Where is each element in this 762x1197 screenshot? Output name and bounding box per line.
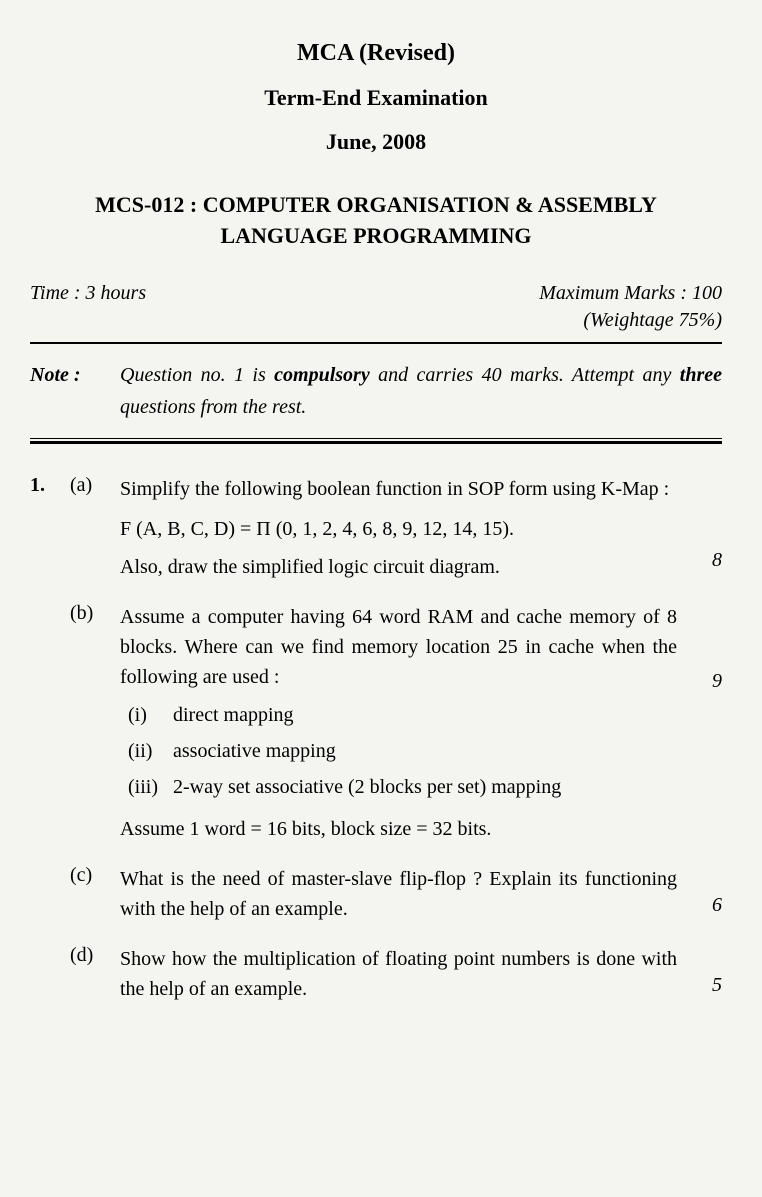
sub-text-d: Show how the multiplication of floating … <box>120 944 722 1004</box>
sub-text-b: Assume a computer having 64 word RAM and… <box>120 602 722 844</box>
sub-text-c: What is the need of master-slave flip-fl… <box>120 864 722 924</box>
sub-text-a: Simplify the following boolean function … <box>120 474 722 582</box>
sub-label-b: (b) <box>70 602 120 844</box>
marks-a: 8 <box>712 549 722 572</box>
mapping-list: (i) direct mapping (ii) associative mapp… <box>128 700 677 802</box>
note-section: Note : Question no. 1 is compulsory and … <box>30 359 722 423</box>
sub-label-a: (a) <box>70 474 120 582</box>
marks-c: 6 <box>712 894 722 917</box>
sub-question-d: (d) Show how the multiplication of float… <box>70 944 722 1004</box>
marks-label: Maximum Marks : 100 <box>539 282 722 305</box>
exam-type: Term-End Examination <box>30 85 722 111</box>
list-item: (iii) 2-way set associative (2 blocks pe… <box>128 772 677 802</box>
marks-d: 5 <box>712 974 722 997</box>
course-title: MCS-012 : COMPUTER ORGANISATION & ASSEMB… <box>30 190 722 252</box>
divider-top <box>30 342 722 344</box>
note-text: Question no. 1 is compulsory and carries… <box>120 359 722 423</box>
exam-header: MCA (Revised) Term-End Examination June,… <box>30 40 722 155</box>
program-name: MCA (Revised) <box>30 40 722 67</box>
divider-double <box>30 438 722 444</box>
question-1: 1. (a) Simplify the following boolean fu… <box>30 474 722 1024</box>
list-item: (i) direct mapping <box>128 700 677 730</box>
sub-question-b: (b) Assume a computer having 64 word RAM… <box>70 602 722 844</box>
course-code: MCS-012 <box>95 192 184 217</box>
course-name: COMPUTER ORGANISATION & ASSEMBLY LANGUAG… <box>203 192 657 248</box>
weightage-label: (Weightage 75%) <box>30 309 722 332</box>
meta-row: Time : 3 hours Maximum Marks : 100 <box>30 282 722 305</box>
sub-label-d: (d) <box>70 944 120 1004</box>
sub-label-c: (c) <box>70 864 120 924</box>
question-number: 1. <box>30 474 70 1024</box>
time-label: Time : 3 hours <box>30 282 146 305</box>
assume-line: Assume 1 word = 16 bits, block size = 32… <box>120 814 677 844</box>
list-item: (ii) associative mapping <box>128 736 677 766</box>
sub-question-a: (a) Simplify the following boolean funct… <box>70 474 722 582</box>
note-label: Note : <box>30 359 120 423</box>
formula-a: F (A, B, C, D) = Π (0, 1, 2, 4, 6, 8, 9,… <box>120 514 677 544</box>
question-content: (a) Simplify the following boolean funct… <box>70 474 722 1024</box>
marks-b: 9 <box>712 670 722 693</box>
sub-question-c: (c) What is the need of master-slave fli… <box>70 864 722 924</box>
exam-date: June, 2008 <box>30 129 722 155</box>
